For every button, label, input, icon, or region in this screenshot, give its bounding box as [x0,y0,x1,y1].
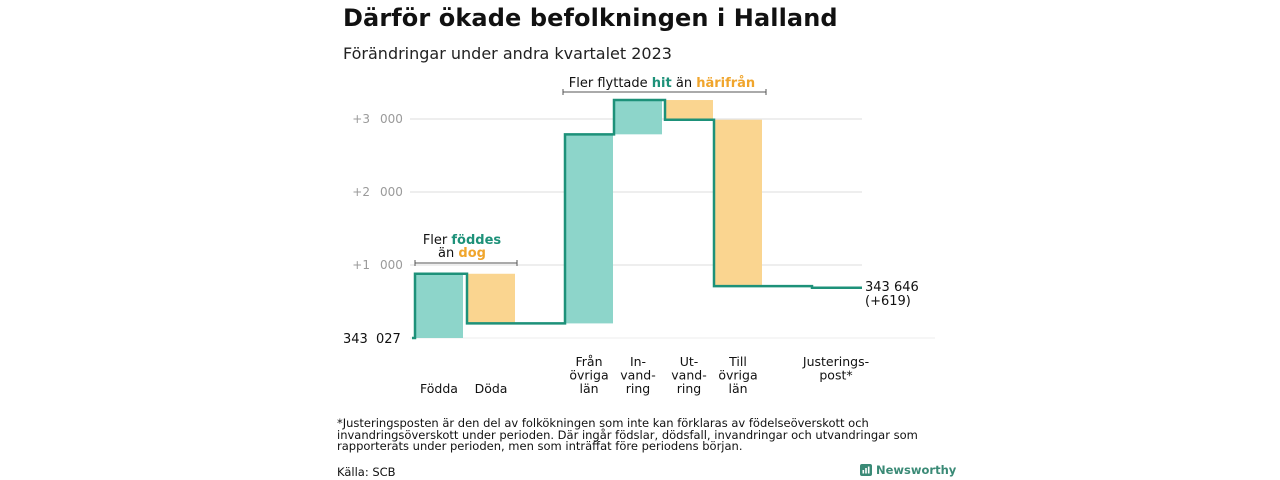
x-tick-label: län [728,381,747,396]
bar-utvandring [665,100,713,120]
chart-subtitle: Förändringar under andra kvartalet 2023 [343,44,672,63]
x-tick-label: län [579,381,598,396]
x-tick-label: Till [728,354,747,369]
y-tick-label: 000 [380,112,403,126]
bar-invandring [614,100,662,135]
x-tick-label: övriga [569,368,608,383]
bar-till_ovriga_lan [714,119,762,287]
footnote: *Justeringsposten är den del av folkökni… [337,416,918,453]
brand-name: Newsworthy [876,463,957,477]
bars [415,100,762,338]
y-tick-label: +3 [352,112,370,126]
newsworthy-logo-icon [860,464,872,476]
x-tick-label: Justerings- [802,354,869,369]
x-tick-label: post* [819,368,852,383]
x-tick-label: Döda [475,381,508,396]
source-label: Källa: SCB [337,465,396,479]
gridlines [410,118,935,339]
annotation-natural-change: Fler föddes än dog [414,233,518,266]
end-change-label: (+619) [865,294,911,309]
end-value-label: 343 646 [865,280,919,295]
svg-text:Fler föddes: Fler föddes [423,233,502,248]
running-total-path [412,98,862,340]
x-tick-label: Födda [420,381,458,396]
bar-fran_ovriga_lan [565,134,613,324]
x-tick-labels: Födda DödaFrånövrigalänIn-vand-ringUt-van… [420,354,869,396]
x-tick-label: In- [630,354,646,369]
x-tick-label: vand- [620,368,655,383]
x-tick-label: vand- [671,368,706,383]
y-tick-label: +2 [352,185,370,199]
x-tick-label: övriga [718,368,757,383]
chart-title: Därför ökade befolkningen i Halland [343,4,838,32]
start-value-label: 343 027 [343,332,401,347]
y-tick-label: 000 [380,258,403,272]
x-tick-label: ring [677,381,701,396]
bar-fodda [415,273,463,338]
y-tick-label: 000 [380,185,403,199]
y-tick-labels: +1 000 +2 000 +3 000 [352,112,403,272]
bar-doda [467,273,515,324]
svg-text:Fler flyttade hit än härifrån: Fler flyttade hit än härifrån [569,76,755,91]
x-tick-label: ring [626,381,650,396]
svg-text:än dog: än dog [438,246,486,261]
annotation-migration: Fler flyttade hit än härifrån [562,76,767,95]
y-tick-label: +1 [352,258,370,272]
brand: Newsworthy [860,463,956,477]
x-tick-label: Från [575,354,602,369]
running-total-line [412,98,862,340]
x-tick-label: Ut- [680,354,699,369]
